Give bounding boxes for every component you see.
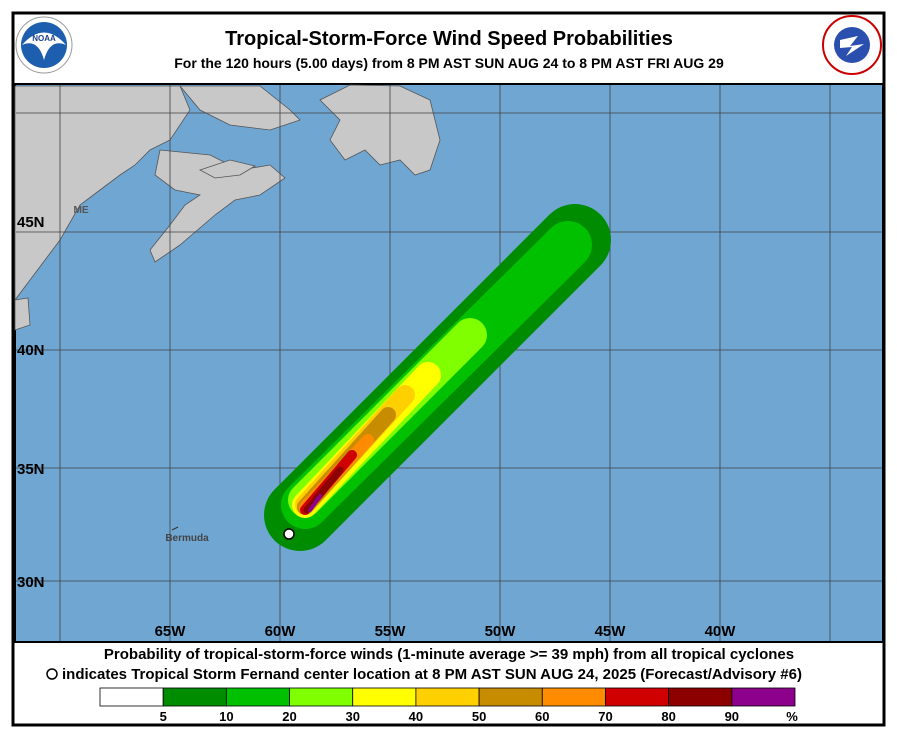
noaa-logo: NOAA: [15, 16, 73, 74]
lon-label: 60W: [265, 623, 297, 640]
probability-swath: [264, 204, 611, 551]
footer-line: indicates Tropical Storm Fernand center …: [62, 666, 802, 683]
legend-swatch: [162, 687, 227, 707]
subtitle: For the 120 hours (5.00 days) from 8 PM …: [174, 55, 724, 71]
legend-label: 90: [725, 709, 739, 724]
legend-unit: %: [786, 709, 798, 724]
lat-label: 30N: [17, 574, 45, 591]
legend-label: 50: [472, 709, 486, 724]
legend-label: 40: [409, 709, 423, 724]
lon-label: 50W: [485, 623, 517, 640]
land: [14, 84, 441, 331]
lat-label: 35N: [17, 461, 45, 478]
lon-label: 65W: [155, 623, 187, 640]
legend-swatch: [668, 687, 733, 707]
legend-label: 60: [535, 709, 549, 724]
lon-label: 45W: [595, 623, 627, 640]
legend-swatch: [289, 687, 354, 707]
lon-label: 40W: [705, 623, 737, 640]
legend-label: 20: [282, 709, 296, 724]
legend-swatch: [605, 687, 670, 707]
legend-label: 5: [160, 709, 167, 724]
legend-swatch: [415, 687, 480, 707]
legend-swatch: [352, 687, 417, 707]
nws-logo: [822, 15, 882, 75]
svg-text:NOAA: NOAA: [32, 34, 56, 43]
legend: 5 10 20 30 40 50 60 70 80 90%: [99, 687, 798, 724]
bermuda-island: [171, 526, 179, 531]
place-label: Bermuda: [165, 533, 209, 544]
lat-label: 40N: [17, 342, 45, 359]
legend-label: 30: [345, 709, 359, 724]
legend-swatch: [478, 687, 543, 707]
legend-label: 10: [219, 709, 233, 724]
legend-label: 80: [661, 709, 675, 724]
lat-label: 45N: [17, 214, 45, 231]
lon-label: 55W: [375, 623, 407, 640]
place-label: ME: [74, 205, 89, 216]
title: Tropical-Storm-Force Wind Speed Probabil…: [225, 28, 673, 50]
footer-line: Probability of tropical-storm-force wind…: [104, 646, 794, 663]
center-symbol: [46, 668, 58, 680]
legend-swatch: [225, 687, 290, 707]
axis-labels: 45N 40N 35N 30N 65W 60W 55W 50W 45W 40W: [17, 214, 736, 640]
map: ME Bermuda 45N 40N 35N 30N 65W 60W 55W 50W 45W 40…: [14, 83, 884, 643]
storm-center: [283, 528, 295, 540]
legend-swatch: [99, 687, 164, 707]
legend-label: 70: [598, 709, 612, 724]
legend-swatch: [541, 687, 606, 707]
legend-swatch: [731, 687, 796, 707]
